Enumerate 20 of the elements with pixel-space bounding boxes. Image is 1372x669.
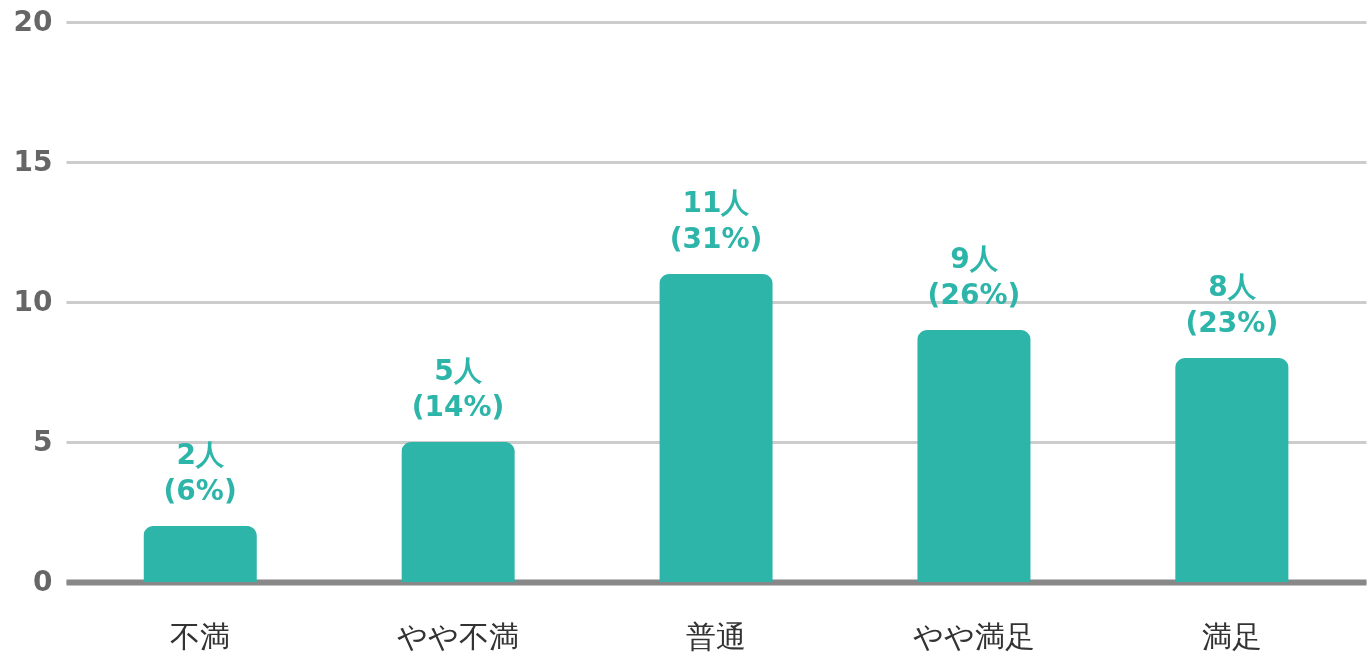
bar — [143, 526, 257, 582]
bar — [1175, 358, 1289, 582]
x-tick-label: 満足 — [1201, 618, 1262, 654]
text: 8人 (23%) — [1185, 270, 1279, 339]
text: 5人 (14%) — [411, 354, 505, 423]
y-tick-label: 10 — [13, 284, 53, 318]
bar — [659, 274, 773, 582]
y-tick-label: 0 — [33, 564, 53, 598]
x-tick-label: やや満足 — [912, 618, 1035, 654]
bar — [917, 330, 1031, 582]
text: 2人 (6%) — [163, 438, 237, 507]
x-tick-label: やや不満 — [397, 618, 520, 654]
bar — [401, 442, 515, 582]
y-tick-label: 15 — [13, 144, 53, 178]
text: 11人 (31%) — [669, 186, 763, 255]
x-tick-label: 普通 — [686, 618, 746, 654]
text: 9人 (26%) — [927, 242, 1021, 311]
x-tick-label: 不満 — [170, 618, 231, 654]
y-tick-label: 20 — [13, 4, 53, 38]
y-tick-label: 5 — [33, 424, 53, 458]
